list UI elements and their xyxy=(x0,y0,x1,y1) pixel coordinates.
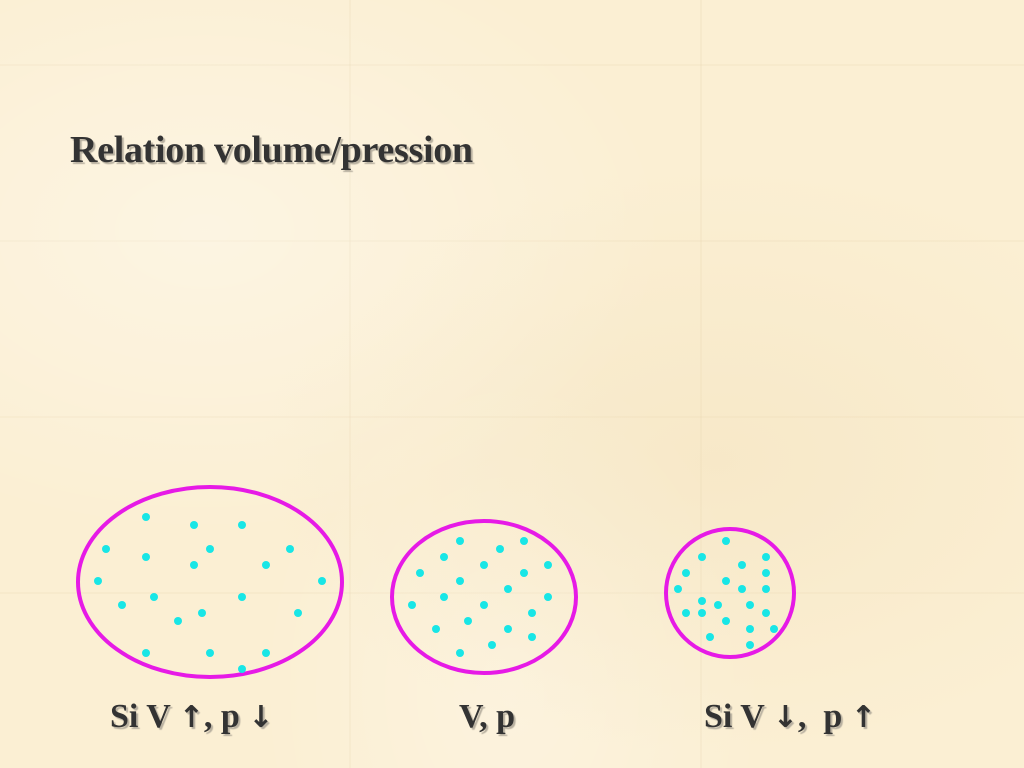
particle xyxy=(504,585,512,593)
caption-large-container: Si V ↑, p ↓ xyxy=(110,698,273,736)
particle xyxy=(94,577,102,585)
particle xyxy=(480,561,488,569)
particle xyxy=(698,609,706,617)
caption-large-middle: , p xyxy=(203,698,249,735)
particle xyxy=(206,649,214,657)
particle xyxy=(198,609,206,617)
particle xyxy=(238,665,246,673)
container-small xyxy=(664,527,796,659)
container-large-particles xyxy=(94,513,326,673)
container-small-particles xyxy=(674,537,778,649)
particle xyxy=(238,521,246,529)
particle xyxy=(746,601,754,609)
container-medium-particles xyxy=(408,537,552,657)
particle xyxy=(408,601,416,609)
particle xyxy=(318,577,326,585)
up-arrow-icon: ↑ xyxy=(178,700,204,735)
particle xyxy=(480,601,488,609)
particle xyxy=(698,597,706,605)
particle xyxy=(682,609,690,617)
particle xyxy=(722,617,730,625)
container-large xyxy=(76,485,344,679)
particle xyxy=(294,609,302,617)
caption-small-container: Si V ↓, p ↑ xyxy=(704,698,876,736)
particle xyxy=(456,649,464,657)
particle xyxy=(738,585,746,593)
caption-medium-container: V, p xyxy=(459,698,515,736)
particle xyxy=(762,585,770,593)
particle xyxy=(488,641,496,649)
particle xyxy=(544,593,552,601)
particle xyxy=(528,633,536,641)
container-medium-outline xyxy=(390,519,578,675)
particle xyxy=(722,537,730,545)
particle xyxy=(738,561,746,569)
particle xyxy=(682,569,690,577)
particle xyxy=(150,593,158,601)
particle xyxy=(102,545,110,553)
particle xyxy=(190,521,198,529)
particle xyxy=(440,553,448,561)
particle xyxy=(174,617,182,625)
down-arrow-icon: ↓ xyxy=(772,700,798,735)
container-medium xyxy=(390,519,578,675)
particle xyxy=(440,593,448,601)
particle xyxy=(698,553,706,561)
particle xyxy=(746,625,754,633)
particle xyxy=(722,577,730,585)
particle xyxy=(118,601,126,609)
caption-medium-text: V, p xyxy=(459,698,516,735)
particle xyxy=(262,649,270,657)
particle xyxy=(706,633,714,641)
particle xyxy=(416,569,424,577)
caption-small-middle: , p xyxy=(797,698,851,735)
particle xyxy=(432,625,440,633)
particle xyxy=(528,609,536,617)
particle xyxy=(142,513,150,521)
container-small-outline xyxy=(664,527,796,659)
particle xyxy=(496,545,504,553)
particle xyxy=(504,625,512,633)
slide-title: Relation volume/pression xyxy=(70,129,473,171)
up-arrow-icon: ↑ xyxy=(850,700,876,735)
particle xyxy=(674,585,682,593)
particle xyxy=(456,537,464,545)
particle xyxy=(142,649,150,657)
particle xyxy=(714,601,722,609)
particle xyxy=(262,561,270,569)
down-arrow-icon: ↓ xyxy=(248,700,274,735)
particle xyxy=(762,609,770,617)
particle xyxy=(762,553,770,561)
particle xyxy=(286,545,294,553)
caption-large-prefix: Si V xyxy=(110,698,179,735)
particle xyxy=(520,537,528,545)
particle xyxy=(770,625,778,633)
particle xyxy=(746,641,754,649)
particle xyxy=(762,569,770,577)
particle xyxy=(456,577,464,585)
container-large-outline xyxy=(76,485,344,679)
particle xyxy=(520,569,528,577)
particle xyxy=(544,561,552,569)
particle xyxy=(206,545,214,553)
particle xyxy=(464,617,472,625)
particle xyxy=(190,561,198,569)
particle xyxy=(238,593,246,601)
particle xyxy=(142,553,150,561)
caption-small-prefix: Si V xyxy=(704,698,773,735)
